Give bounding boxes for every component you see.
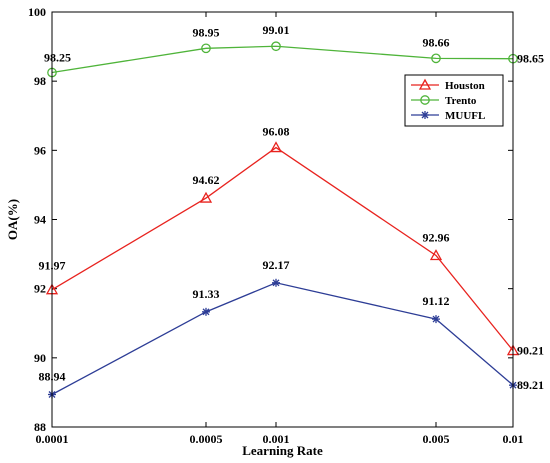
x-axis-title: Learning Rate [242,443,323,458]
asterisk-marker [432,315,440,324]
data-label: 96.08 [263,125,290,139]
data-label: 92.96 [423,230,450,244]
y-tick-label: 88 [34,420,46,434]
data-label: 98.66 [423,35,450,49]
asterisk-marker [202,307,210,316]
circle-marker [201,43,211,54]
y-tick-label: 90 [34,351,46,365]
legend-label: MUUFL [445,110,485,122]
y-axis-title: OA(%) [5,199,20,240]
x-tick-label: 0.005 [423,432,450,446]
data-label: 92.17 [263,258,290,272]
axis-ticks: 88 90 92 94 96 98 100 0.0001 0.0005 0.001 0.005 0.0… [28,5,524,446]
series-line-houston [51,146,514,351]
asterisk-stroke [432,315,440,323]
y-tick-label: 100 [28,5,46,19]
data-label: 98.25 [44,51,71,65]
x-tick-label: 0.001 [263,432,290,446]
x-tick-label: 0.0005 [190,432,223,446]
legend-label: Houston [445,80,485,92]
triangle-marker [418,78,432,90]
legend: Houston Trento MUUFL [404,74,504,127]
x-tick-label: 0.0001 [36,432,69,446]
asterisk-marker [272,278,280,287]
series-line-trento [51,45,514,74]
triangle-marker [199,191,213,203]
data-label: 98.95 [193,25,220,39]
y-tick-label: 92 [34,282,46,296]
data-label: 98.65 [517,52,544,66]
y-tick-label: 96 [34,143,46,157]
y-tick-label: 94 [34,213,46,227]
circle-marker [431,53,441,64]
x-tick-label: 0.01 [503,432,524,446]
data-label: 89.21 [517,378,544,392]
circle-marker [271,41,281,52]
legend-label: Trento [445,95,477,107]
asterisk-stroke [421,111,429,119]
data-label: 99.01 [263,23,290,37]
data-label: 90.21 [517,344,544,358]
data-label: 91.33 [193,287,220,301]
data-label: 91.12 [423,294,450,308]
asterisk-stroke [272,279,280,287]
triangle-marker [429,249,443,261]
circle-marker [420,95,430,105]
asterisk-stroke [202,308,210,316]
asterisk-marker [421,111,429,119]
plot-frame [51,11,514,428]
y-tick-label: 98 [34,74,46,88]
triangle-marker [269,141,283,153]
data-label: 94.62 [193,173,220,187]
